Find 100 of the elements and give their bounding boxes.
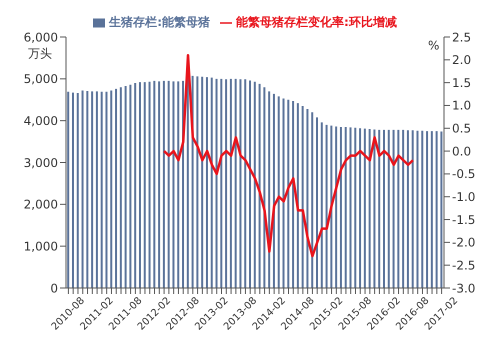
y2-tick-label: -2.0 <box>452 236 476 250</box>
legend-label: 能繁母猪存栏变化率:环比增减 <box>236 15 397 29</box>
bar <box>364 128 366 288</box>
y-tick-label: 6,000 <box>24 30 58 44</box>
bar <box>206 77 208 288</box>
bar <box>91 91 94 288</box>
bar <box>436 131 438 288</box>
bar <box>230 78 232 288</box>
bar <box>296 103 299 288</box>
bar <box>138 82 141 288</box>
y-tick-label: 3,000 <box>24 156 58 170</box>
y-tick-label: 2,000 <box>24 198 58 212</box>
y2-tick-label: -3.0 <box>452 281 476 296</box>
bar <box>316 117 318 288</box>
bar <box>373 129 376 288</box>
bar <box>168 80 170 288</box>
y2-tick-label: -2.5 <box>452 258 476 272</box>
line-series <box>162 54 414 258</box>
bar <box>105 92 108 288</box>
bar <box>330 126 332 288</box>
bar <box>368 129 371 288</box>
bar <box>320 122 323 288</box>
bar <box>148 82 151 288</box>
bar <box>254 82 256 288</box>
bar <box>258 84 261 288</box>
y2-tick-label: 2.5 <box>452 30 472 44</box>
bar <box>201 76 204 288</box>
y2-tick-label: -1.5 <box>452 212 476 227</box>
bar <box>302 106 304 288</box>
bar <box>249 80 252 288</box>
bar <box>225 79 228 288</box>
bar <box>72 92 74 288</box>
bar <box>340 126 342 288</box>
bar <box>162 80 165 288</box>
bar <box>220 78 222 288</box>
bar <box>76 93 79 288</box>
y2-tick-label: 0.0 <box>452 144 472 158</box>
legend-label: 生猪存栏:能繁母猪 <box>109 15 210 29</box>
bar <box>397 130 400 288</box>
y2-tick-label: 2.0 <box>452 53 472 68</box>
y2-axis-title: % <box>428 38 440 53</box>
bar <box>350 127 352 288</box>
y-tick-label: 1,000 <box>24 239 58 254</box>
bar <box>278 96 280 288</box>
bar <box>306 108 308 288</box>
bar <box>234 78 237 288</box>
bar <box>115 88 118 288</box>
bar <box>239 79 242 288</box>
bar <box>153 80 156 288</box>
bar <box>244 79 246 288</box>
y-tick-label: 5,000 <box>24 72 58 86</box>
bar <box>406 130 409 288</box>
bar <box>382 130 385 288</box>
bar <box>272 94 275 288</box>
bar <box>311 112 314 288</box>
bar <box>421 130 424 288</box>
bar <box>216 78 218 288</box>
bar <box>402 130 404 288</box>
bar <box>100 92 103 288</box>
y2-tick-label: -0.5 <box>452 167 476 182</box>
bar <box>412 130 414 288</box>
bar <box>430 131 433 288</box>
bar <box>426 131 428 288</box>
bar <box>282 98 285 288</box>
bar <box>263 87 266 288</box>
y-tick-label: 4,000 <box>24 114 58 128</box>
y2-tick-label: 1.0 <box>452 98 472 113</box>
bar <box>67 92 70 288</box>
bar <box>378 130 380 288</box>
bar <box>82 90 84 288</box>
bar <box>335 126 338 288</box>
bar <box>96 91 98 288</box>
bar <box>359 128 362 288</box>
bar <box>268 91 270 288</box>
bar <box>129 84 132 288</box>
bar <box>158 81 160 288</box>
bar <box>388 130 390 288</box>
bar <box>196 76 198 288</box>
y2-tick-label: 1.5 <box>452 76 472 90</box>
bar <box>287 100 290 288</box>
bar <box>392 130 395 288</box>
bar <box>440 132 442 288</box>
y-tick-label: 0 <box>50 281 58 296</box>
bar <box>144 82 146 288</box>
bar <box>416 130 418 288</box>
bar <box>344 126 347 288</box>
bar <box>124 86 127 288</box>
bar <box>292 101 294 288</box>
bar <box>134 83 136 288</box>
bar <box>120 87 122 288</box>
bar <box>354 128 356 288</box>
bar <box>110 90 112 288</box>
y2-tick-label: 0.5 <box>452 122 472 136</box>
bar <box>86 90 88 288</box>
bar <box>326 124 328 288</box>
bar <box>177 81 180 288</box>
bar <box>172 81 174 288</box>
y2-tick-label: -1.0 <box>452 190 476 204</box>
y-axis-title: 万头 <box>28 46 52 61</box>
bar <box>210 78 213 288</box>
